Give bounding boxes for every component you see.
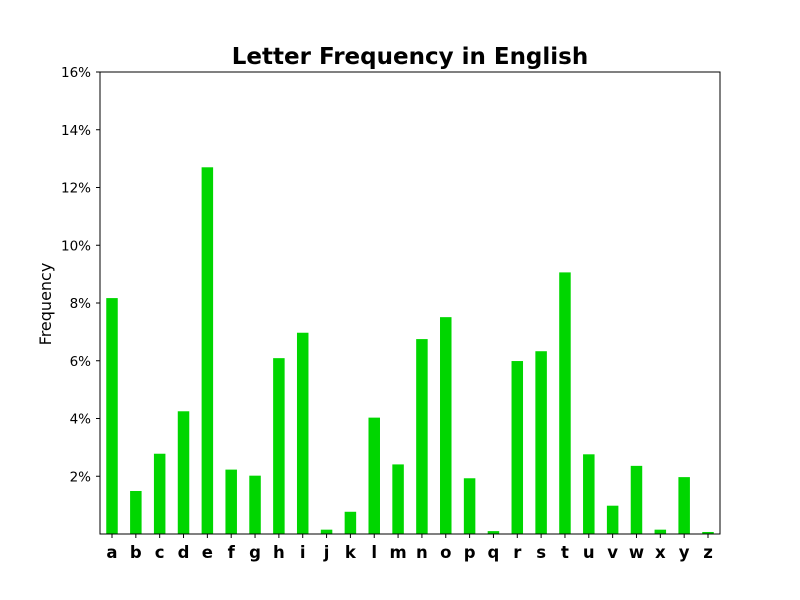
bar-u (583, 454, 595, 534)
bar-p (463, 478, 476, 534)
bar-c (153, 453, 166, 534)
bar-i (296, 332, 309, 534)
bar-a (106, 298, 118, 534)
y-tick-label: 2% (70, 469, 92, 485)
bar-f (225, 469, 237, 534)
x-tick-label-r: r (513, 543, 522, 562)
x-tick-label-i: i (300, 543, 306, 562)
bar-o (440, 317, 452, 534)
y-tick-label: 6% (70, 354, 92, 370)
bar-g (249, 475, 261, 534)
bar-n (416, 339, 428, 534)
x-tick-label-a: a (106, 543, 117, 562)
x-tick-label-o: o (440, 543, 451, 562)
bar-h (273, 358, 285, 534)
bar-y (678, 477, 690, 534)
bar-x (654, 529, 667, 534)
x-tick-label-h: h (273, 543, 285, 562)
bar-k (344, 511, 357, 534)
x-tick-label-u: u (583, 543, 595, 562)
x-tick-label-y: y (679, 543, 690, 562)
bar-l (368, 417, 380, 534)
y-axis-label: Frequency (36, 263, 55, 346)
bar-w (630, 465, 643, 534)
x-tick-label-l: l (371, 543, 377, 562)
bar-b (130, 490, 142, 534)
y-tick-label: 4% (70, 412, 92, 428)
x-tick-label-e: e (202, 543, 213, 562)
x-tick-label-p: p (464, 543, 476, 562)
y-tick-label: 16% (61, 65, 91, 81)
x-tick-label-w: w (629, 543, 644, 562)
bar-q (487, 531, 500, 534)
bar-v (606, 505, 619, 534)
bar-r (511, 361, 524, 534)
x-tick-label-j: j (323, 543, 330, 562)
x-tick-label-f: f (228, 543, 236, 562)
y-axis-ticks: 2% 4% 6% 8% 10% 12% 14% 16% (61, 65, 100, 485)
x-tick-label-q: q (488, 543, 500, 562)
bar-s (535, 351, 547, 534)
x-tick-label-v: v (607, 543, 618, 562)
y-tick-label: 12% (61, 181, 91, 197)
x-tick-label-k: k (345, 543, 357, 562)
bar-t (559, 272, 571, 534)
x-tick-label-m: m (389, 543, 406, 562)
bar-z (702, 531, 714, 534)
bar-e (201, 167, 214, 535)
bar-j (320, 529, 333, 534)
y-tick-label: 10% (61, 238, 91, 254)
x-tick-label-g: g (249, 543, 261, 562)
x-tick-label-s: s (536, 543, 546, 562)
bar-m (392, 464, 404, 534)
x-tick-label-t: t (561, 543, 569, 562)
y-tick-label: 8% (70, 296, 92, 312)
x-tick-label-z: z (703, 543, 713, 562)
plot-frame (99, 71, 721, 535)
bar-d (177, 411, 190, 534)
x-tick-label-n: n (416, 543, 428, 562)
x-tick-label-b: b (130, 543, 142, 562)
chart-title: Letter Frequency in English (232, 44, 588, 70)
bars-layer (106, 167, 714, 535)
x-tick-label-d: d (178, 543, 190, 562)
x-tick-label-x: x (655, 543, 666, 562)
y-tick-label: 14% (61, 123, 91, 139)
x-tick-label-c: c (155, 543, 165, 562)
